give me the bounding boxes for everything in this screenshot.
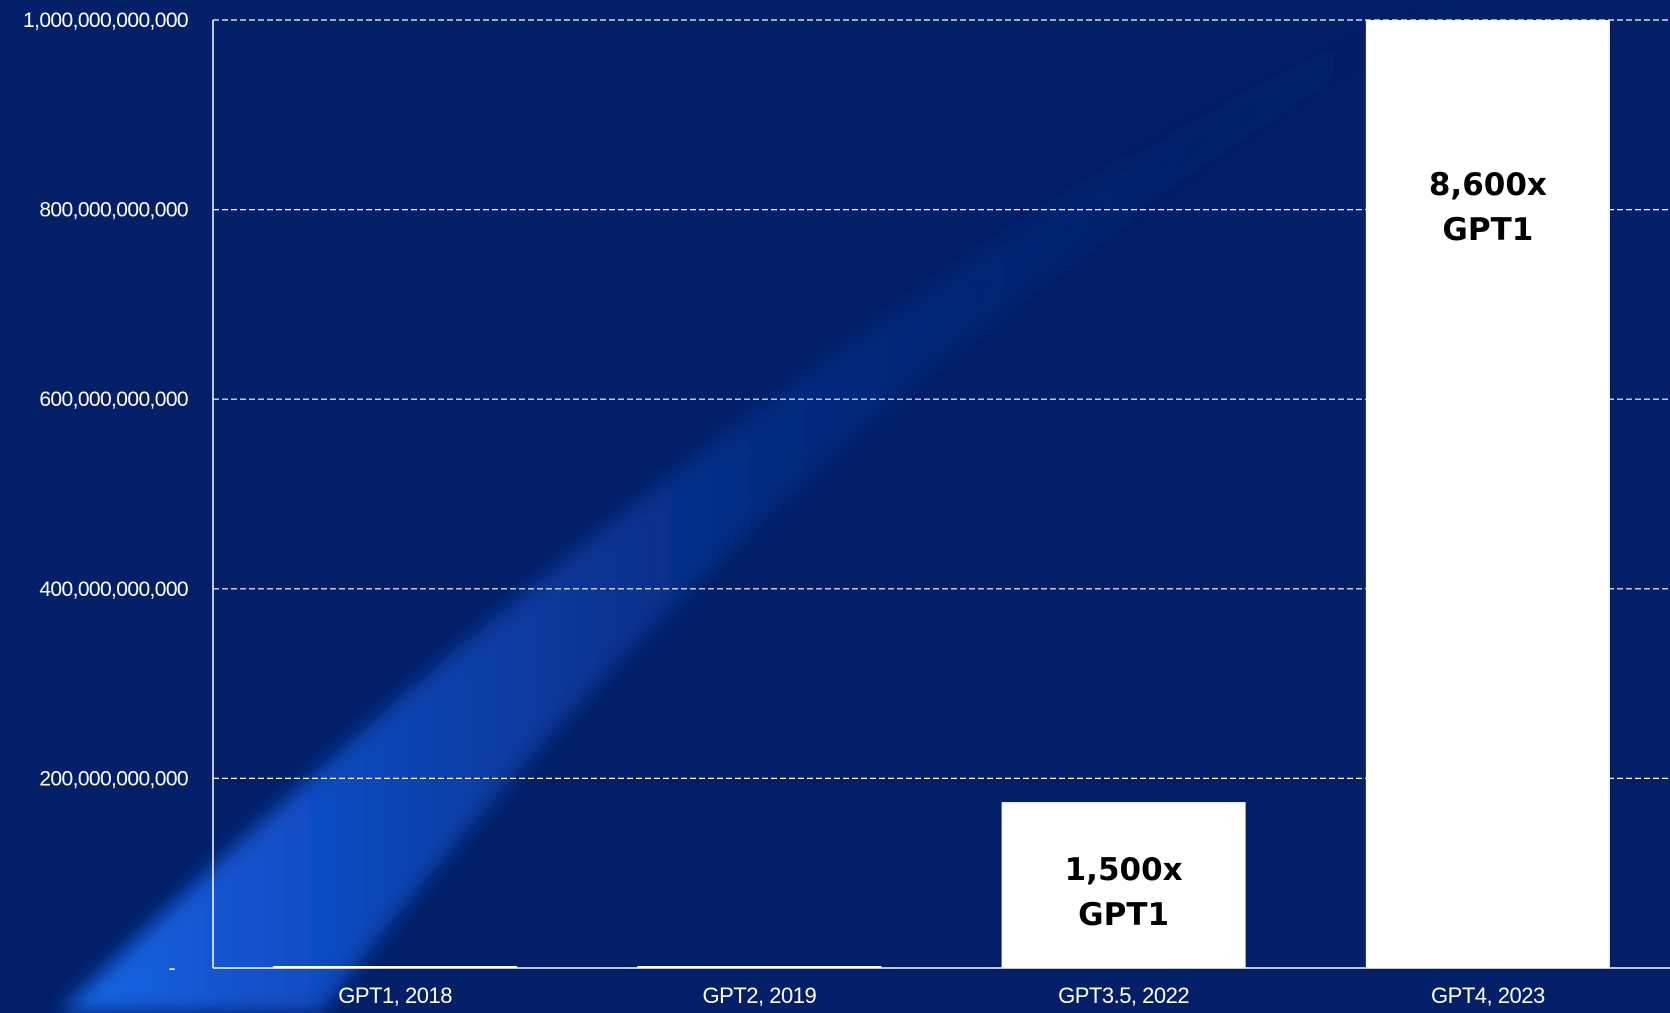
bar-gpt2-2019 — [637, 966, 882, 968]
bar-gpt1-2018 — [273, 966, 518, 968]
y-tick-label: 800,000,000,000 — [39, 199, 188, 222]
bar-annotation: GPT1 — [1078, 897, 1169, 933]
y-tick-label: - — [169, 957, 176, 980]
bar-annotation: GPT1 — [1442, 212, 1533, 248]
y-tick-label: 600,000,000,000 — [39, 388, 188, 411]
bar-annotation: 1,500x — [1065, 852, 1183, 888]
x-category-label: GPT1, 2018 — [338, 983, 452, 1008]
x-category-label: GPT3.5, 2022 — [1058, 983, 1189, 1008]
y-tick-label: 400,000,000,000 — [39, 578, 188, 601]
bar-gpt3-5-2022 — [1001, 802, 1246, 968]
x-category-label: GPT2, 2019 — [703, 983, 817, 1008]
bar-gpt4-2023 — [1365, 20, 1610, 968]
y-tick-label: 200,000,000,000 — [39, 767, 188, 790]
y-tick-label: 1,000,000,000,000 — [23, 9, 188, 32]
x-category-label: GPT4, 2023 — [1431, 983, 1545, 1008]
bar-annotation: 8,600x — [1429, 167, 1547, 203]
